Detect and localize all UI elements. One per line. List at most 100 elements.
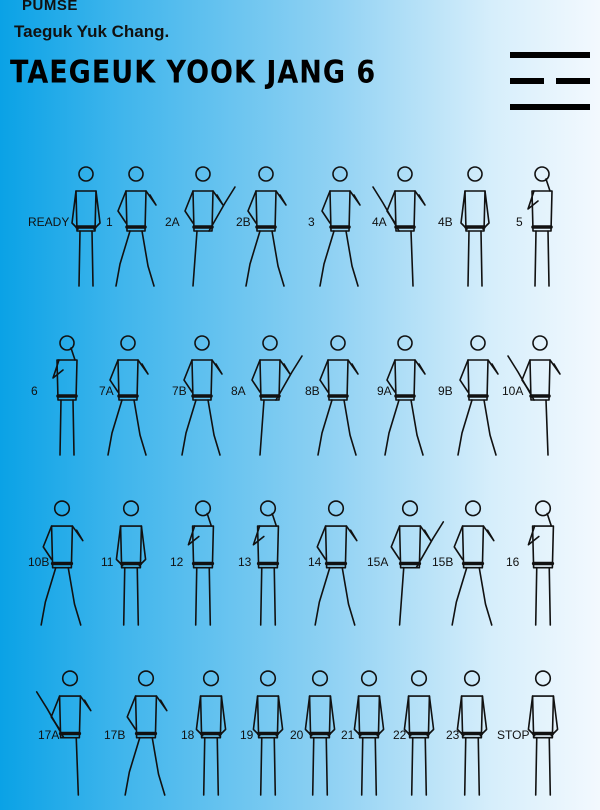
step-label-9a: 9A (377, 384, 392, 398)
page-title: TAEGEUK YOOK JANG 6 (10, 55, 377, 91)
step-label-12: 12 (170, 555, 184, 569)
form-subtitle: Taeguk Yuk Chang. (14, 22, 170, 41)
step-label-2a: 2A (165, 215, 180, 229)
figure-22 (403, 670, 435, 796)
step-9a-group: 9A (377, 335, 426, 456)
figure-20 (304, 670, 336, 796)
step-2a-group: 2A (165, 166, 236, 287)
step-label-19: 19 (240, 728, 254, 742)
step-7a-group: 7A (99, 335, 149, 456)
step-label-4a: 4A (372, 215, 387, 229)
step-12-group: 12 (170, 500, 215, 626)
figure-12 (187, 500, 215, 626)
step-label-16: 16 (506, 555, 520, 569)
step-label-17b: 17B (104, 728, 125, 742)
figure-8a (251, 335, 303, 456)
step-label-14: 14 (308, 555, 322, 569)
figure-23 (456, 670, 488, 796)
figure-13 (252, 500, 280, 626)
figure-1 (115, 166, 157, 287)
step-15b-group: 15B (432, 500, 495, 626)
step-label-11: 11 (101, 555, 114, 569)
step-label-13: 13 (238, 555, 252, 569)
step-8a-group: 8A (231, 335, 303, 456)
step-17b-group: 17B (104, 670, 168, 796)
figure-18 (195, 670, 227, 796)
step-6-group: 6 (31, 335, 78, 456)
figure-16 (527, 500, 555, 626)
step-label-6: 6 (31, 384, 38, 398)
step-label-stop: STOP (497, 728, 529, 742)
step-label-ready: READY (28, 215, 69, 229)
figure-7a (107, 335, 149, 456)
step-16-group: 16 (506, 500, 555, 626)
figure-15b (451, 500, 495, 626)
step-label-3: 3 (308, 215, 315, 229)
step-14-group: 14 (308, 500, 358, 626)
step-label-23: 23 (446, 728, 460, 742)
step-label-22: 22 (393, 728, 407, 742)
figure-6 (52, 335, 78, 456)
step-label-9b: 9B (438, 384, 453, 398)
step-label-15a: 15A (367, 555, 388, 569)
figure-21 (353, 670, 385, 796)
step-label-10b: 10B (28, 555, 49, 569)
figure-10a (507, 335, 561, 456)
figure-9b (457, 335, 499, 456)
step-stop-group: STOP (497, 670, 559, 796)
step-label-20: 20 (290, 728, 304, 742)
figure-ready (71, 166, 101, 287)
step-7b-group: 7B (172, 335, 223, 456)
figure-5 (527, 166, 553, 287)
figure-7b (181, 335, 223, 456)
step-label-10a: 10A (502, 384, 523, 398)
step-label-15b: 15B (432, 555, 453, 569)
step-label-5: 5 (516, 215, 523, 229)
step-11-group: 11 (101, 500, 147, 626)
step-22-group: 22 (393, 670, 435, 796)
step-label-17a: 17A (38, 728, 59, 742)
step-label-1: 1 (106, 215, 113, 229)
figure-10b (40, 500, 84, 626)
figure-9a (384, 335, 426, 456)
figure-19 (252, 670, 284, 796)
figure-3 (319, 166, 361, 287)
figure-11 (115, 500, 147, 626)
step-3-group: 3 (308, 166, 361, 287)
step-21-group: 21 (341, 670, 385, 796)
figure-4a (372, 166, 426, 287)
step-5-group: 5 (516, 166, 553, 287)
step-9b-group: 9B (438, 335, 499, 456)
step-17a-group: 17A (35, 670, 92, 796)
figure-2a (184, 166, 236, 287)
step-label-8b: 8B (305, 384, 320, 398)
step-label-4b: 4B (438, 215, 453, 229)
pumse-label: PUMSE (22, 0, 78, 14)
step-label-7a: 7A (99, 384, 114, 398)
gam-trigram-icon (510, 52, 590, 110)
step-2b-group: 2B (236, 166, 287, 287)
figure-4b (460, 166, 490, 287)
step-20-group: 20 (290, 670, 336, 796)
step-19-group: 19 (240, 670, 284, 796)
step-18-group: 18 (181, 670, 227, 796)
step-1-group: 1 (106, 166, 157, 287)
figure-stop (527, 670, 559, 796)
figure-2b (245, 166, 287, 287)
step-13-group: 13 (238, 500, 280, 626)
step-4b-group: 4B (438, 166, 490, 287)
step-label-2b: 2B (236, 215, 251, 229)
step-label-8a: 8A (231, 384, 246, 398)
figure-17a (35, 670, 92, 796)
figure-17b (124, 670, 168, 796)
step-label-21: 21 (341, 728, 355, 742)
step-label-18: 18 (181, 728, 195, 742)
figure-14 (314, 500, 358, 626)
step-23-group: 23 (446, 670, 488, 796)
step-label-7b: 7B (172, 384, 187, 398)
step-4a-group: 4A (372, 166, 426, 287)
figure-8b (317, 335, 359, 456)
step-10a-group: 10A (502, 335, 561, 456)
step-10b-group: 10B (28, 500, 84, 626)
